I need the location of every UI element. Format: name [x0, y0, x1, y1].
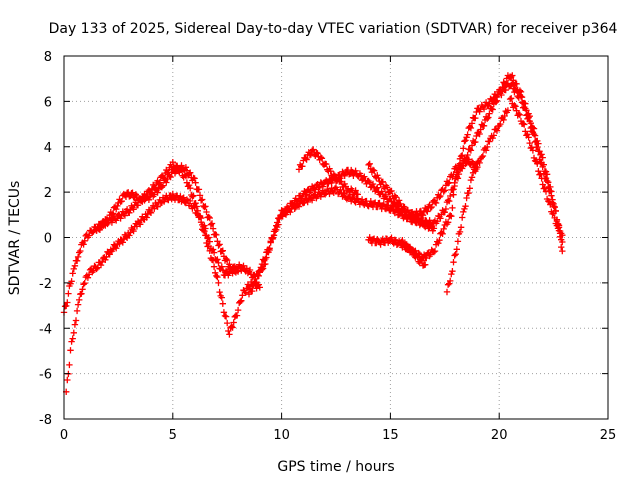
satellite-track-k — [506, 95, 566, 239]
satellite-track-j — [443, 107, 512, 296]
x-axis-label: GPS time / hours — [277, 459, 394, 475]
y-tick-label: -4 — [39, 322, 52, 337]
y-tick-label: -2 — [39, 277, 52, 292]
y-tick-label: 4 — [44, 141, 52, 156]
x-tick-label: 15 — [382, 428, 399, 443]
x-tick-label: 25 — [600, 428, 617, 443]
x-tick-label: 10 — [273, 428, 290, 443]
x-tick-label: 5 — [169, 428, 177, 443]
marker-path — [278, 156, 481, 221]
satellite-track-i — [398, 72, 566, 263]
marker-path — [398, 72, 566, 263]
data-points — [60, 72, 566, 395]
grid-lines — [64, 56, 608, 419]
y-tick-label: 0 — [44, 232, 52, 247]
marker-path — [93, 162, 242, 276]
satellite-track-f — [295, 146, 361, 198]
marker-path — [443, 107, 512, 296]
x-tick-labels: 0 5 10 15 20 25 — [60, 428, 616, 443]
marker-path — [295, 146, 361, 198]
y-tick-label: 2 — [44, 186, 52, 201]
y-tick-label: 6 — [44, 95, 52, 110]
marker-path — [506, 95, 566, 239]
satellite-track-e — [278, 156, 481, 221]
x-tick-label: 0 — [60, 428, 68, 443]
x-tick-label: 20 — [491, 428, 508, 443]
y-axis-label: SDTVAR / TECUs — [7, 181, 23, 296]
axis-ticks — [63, 55, 609, 420]
satellite-track-d — [245, 184, 438, 298]
chart-title: Day 133 of 2025, Sidereal Day-to-day VTE… — [49, 21, 618, 37]
marker-path — [245, 184, 438, 298]
satellite-track-c — [93, 162, 242, 276]
y-tick-label: -6 — [39, 368, 52, 383]
y-tick-labels: -8 -6 -4 -2 0 2 4 6 8 — [39, 50, 52, 428]
y-tick-label: -8 — [39, 413, 52, 428]
y-tick-label: 8 — [44, 50, 52, 65]
